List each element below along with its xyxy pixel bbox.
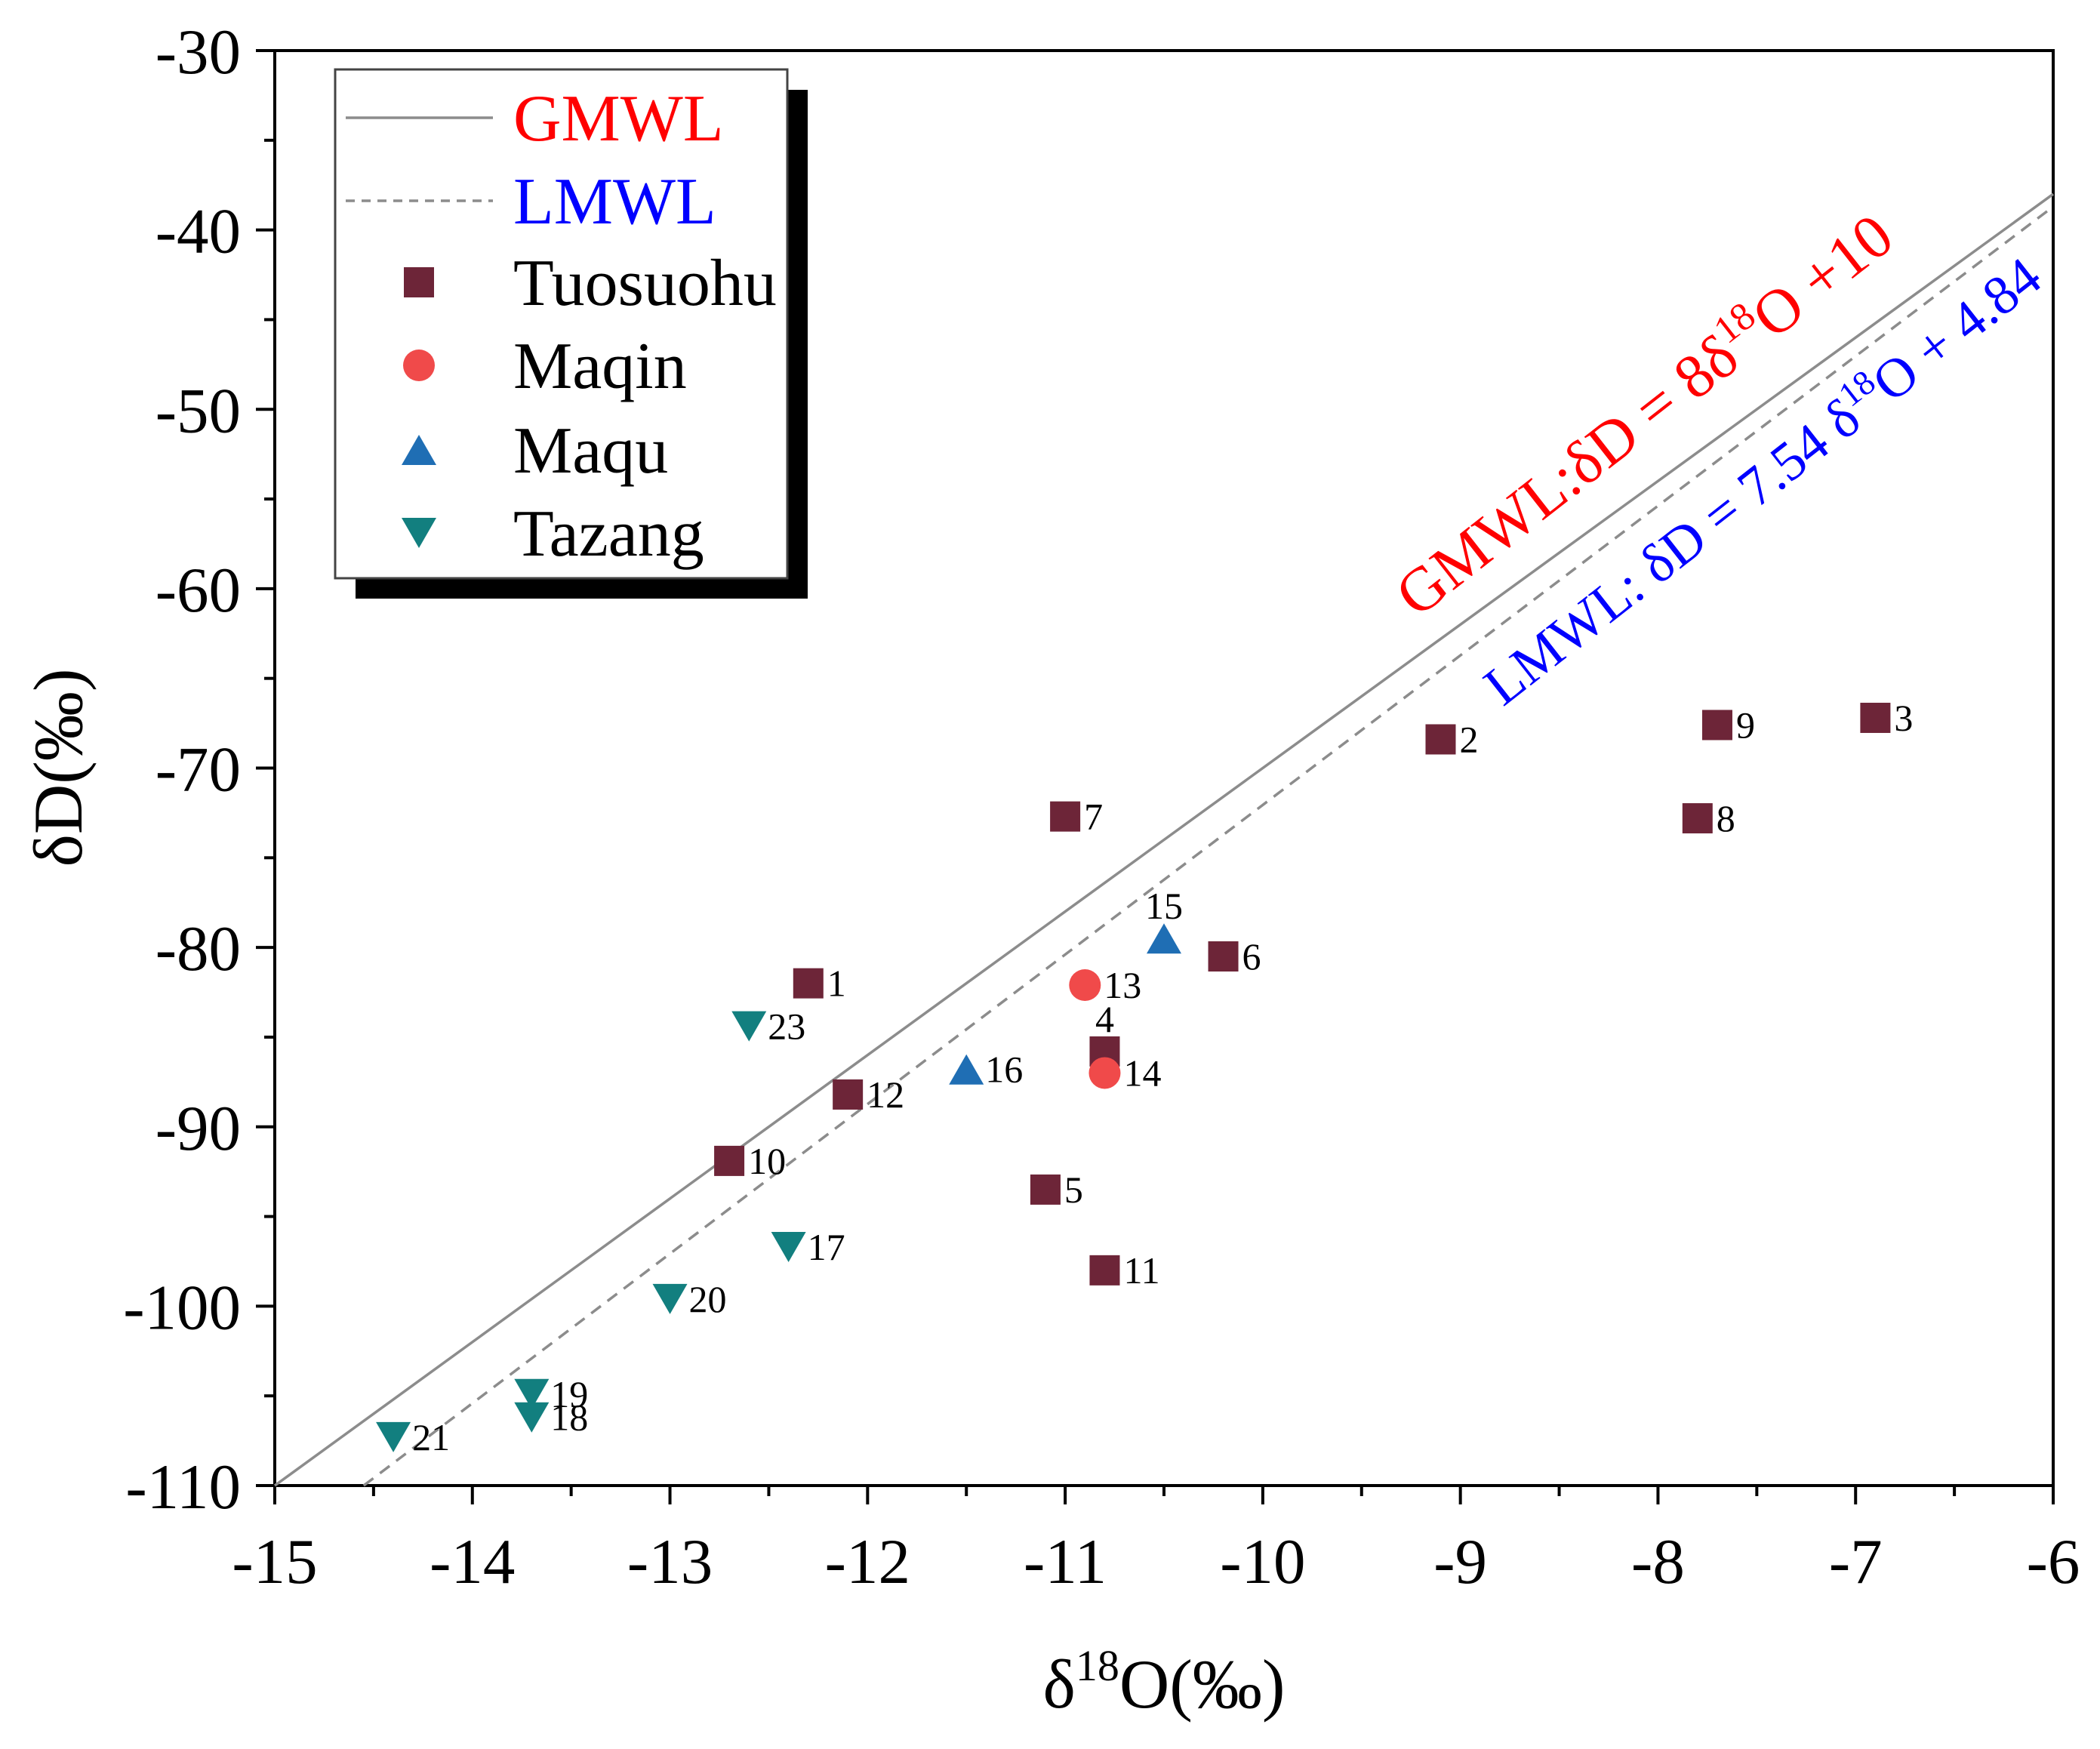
y-axis-title: δD(‰) bbox=[20, 668, 97, 867]
x-tick-label: -7 bbox=[1829, 1526, 1883, 1597]
legend-marker-maqin bbox=[403, 349, 435, 381]
x-tick-label: -14 bbox=[430, 1526, 515, 1597]
point-tuosuohu-9 bbox=[1701, 710, 1732, 741]
y-tick-label: -30 bbox=[155, 17, 241, 88]
point-label-3: 3 bbox=[1894, 697, 1913, 739]
point-label-10: 10 bbox=[748, 1140, 786, 1182]
legend: GMWL LMWL Tuosuohu Maqin Maqu Tazang bbox=[334, 68, 808, 599]
point-tuosuohu-5 bbox=[1030, 1174, 1061, 1205]
point-maqin-13 bbox=[1069, 969, 1101, 1002]
point-label-11: 11 bbox=[1123, 1249, 1159, 1292]
point-tuosuohu-6 bbox=[1208, 941, 1239, 972]
y-tick-label: -100 bbox=[123, 1272, 241, 1343]
lmwl-line bbox=[362, 205, 2055, 1487]
legend-box bbox=[334, 68, 789, 580]
point-label-2: 2 bbox=[1459, 718, 1478, 760]
gmwl-equation-pre: GMWL:δD = 8δ bbox=[1383, 322, 1751, 630]
point-label-16: 16 bbox=[985, 1048, 1023, 1091]
y-tick-label: -80 bbox=[155, 913, 241, 984]
point-label-5: 5 bbox=[1064, 1169, 1083, 1211]
point-label-6: 6 bbox=[1242, 935, 1261, 978]
y-tick-label: -60 bbox=[155, 555, 241, 626]
x-tick-label: -8 bbox=[1631, 1526, 1685, 1597]
point-maqu-16 bbox=[949, 1054, 984, 1085]
y-tick-label: -40 bbox=[155, 196, 241, 267]
y-tick-label: -90 bbox=[155, 1093, 241, 1164]
x-tick-label: -9 bbox=[1433, 1526, 1487, 1597]
point-label-7: 7 bbox=[1084, 796, 1103, 838]
legend-label-gmwl: GMWL bbox=[513, 82, 724, 156]
gmwl-line bbox=[273, 192, 2055, 1487]
legend-label-tazang: Tazang bbox=[513, 497, 704, 571]
point-tuosuohu-10 bbox=[714, 1145, 745, 1176]
x-tick-label: -11 bbox=[1024, 1526, 1107, 1597]
point-label-12: 12 bbox=[867, 1073, 904, 1116]
point-label-21: 21 bbox=[412, 1416, 450, 1458]
gmwl-equation-post: O +10 bbox=[1739, 201, 1905, 352]
point-label-19: 19 bbox=[550, 1373, 588, 1415]
point-tuosuohu-3 bbox=[1860, 702, 1891, 733]
y-tick-label: -70 bbox=[155, 734, 241, 805]
point-label-20: 20 bbox=[689, 1278, 727, 1320]
lmwl-equation-post: O + 4.84 bbox=[1861, 245, 2052, 414]
legend-marker-tuosuohu bbox=[404, 267, 434, 297]
legend-label-maqu: Maqu bbox=[513, 414, 668, 488]
point-maqin-14 bbox=[1088, 1057, 1121, 1089]
x-tick-label: -12 bbox=[825, 1526, 910, 1597]
point-label-18: 18 bbox=[550, 1396, 588, 1439]
point-tazang-17 bbox=[771, 1231, 806, 1262]
x-axis-title: δ18O(‰) bbox=[1042, 1641, 1285, 1723]
y-tick-label: -50 bbox=[155, 375, 241, 446]
x-tick-label: -15 bbox=[232, 1526, 317, 1597]
point-tuosuohu-12 bbox=[833, 1079, 864, 1110]
point-label-8: 8 bbox=[1717, 797, 1735, 839]
x-axis-title-post: O(‰) bbox=[1119, 1646, 1286, 1723]
point-label-15: 15 bbox=[1145, 885, 1183, 927]
axis-ticks: -15 -14 -13 -12 -11 -10 -9 -8 -7 -6 -30 -40 -50 -60 -7… bbox=[123, 17, 2080, 1597]
legend-marker-maqu bbox=[402, 435, 436, 465]
point-label-13: 13 bbox=[1104, 964, 1141, 1006]
point-label-17: 17 bbox=[808, 1226, 845, 1268]
point-label-14: 14 bbox=[1123, 1052, 1161, 1094]
point-tazang-23 bbox=[731, 1011, 767, 1042]
point-tuosuohu-8 bbox=[1682, 803, 1713, 834]
point-tuosuohu-7 bbox=[1050, 801, 1081, 832]
legend-label-tuosuohu: Tuosuohu bbox=[513, 247, 777, 320]
meteoric-water-lines bbox=[273, 192, 2055, 1487]
legend-label-lmwl: LMWL bbox=[513, 165, 716, 239]
data-points bbox=[376, 702, 1891, 1452]
point-label-9: 9 bbox=[1736, 704, 1755, 746]
point-tazang-19 bbox=[514, 1378, 550, 1409]
point-label-1: 1 bbox=[827, 962, 846, 1005]
x-tick-label: -13 bbox=[627, 1526, 713, 1597]
point-label-23: 23 bbox=[768, 1005, 805, 1048]
legend-label-maqin: Maqin bbox=[513, 330, 687, 403]
x-tick-label: -10 bbox=[1220, 1526, 1305, 1597]
point-maqu-15 bbox=[1147, 923, 1181, 954]
x-axis-title-sup: 18 bbox=[1076, 1641, 1119, 1690]
point-tazang-21 bbox=[376, 1421, 411, 1452]
point-tuosuohu-11 bbox=[1089, 1255, 1120, 1286]
point-label-4: 4 bbox=[1095, 998, 1114, 1040]
x-axis-title-pre: δ bbox=[1042, 1646, 1075, 1723]
point-tuosuohu-1 bbox=[793, 968, 824, 999]
x-tick-label: -6 bbox=[2027, 1526, 2080, 1597]
point-tazang-18 bbox=[514, 1402, 550, 1433]
point-tuosuohu-2 bbox=[1425, 724, 1456, 755]
y-tick-label: -110 bbox=[125, 1452, 241, 1523]
point-tazang-20 bbox=[652, 1283, 688, 1314]
legend-marker-tazang bbox=[402, 518, 436, 548]
